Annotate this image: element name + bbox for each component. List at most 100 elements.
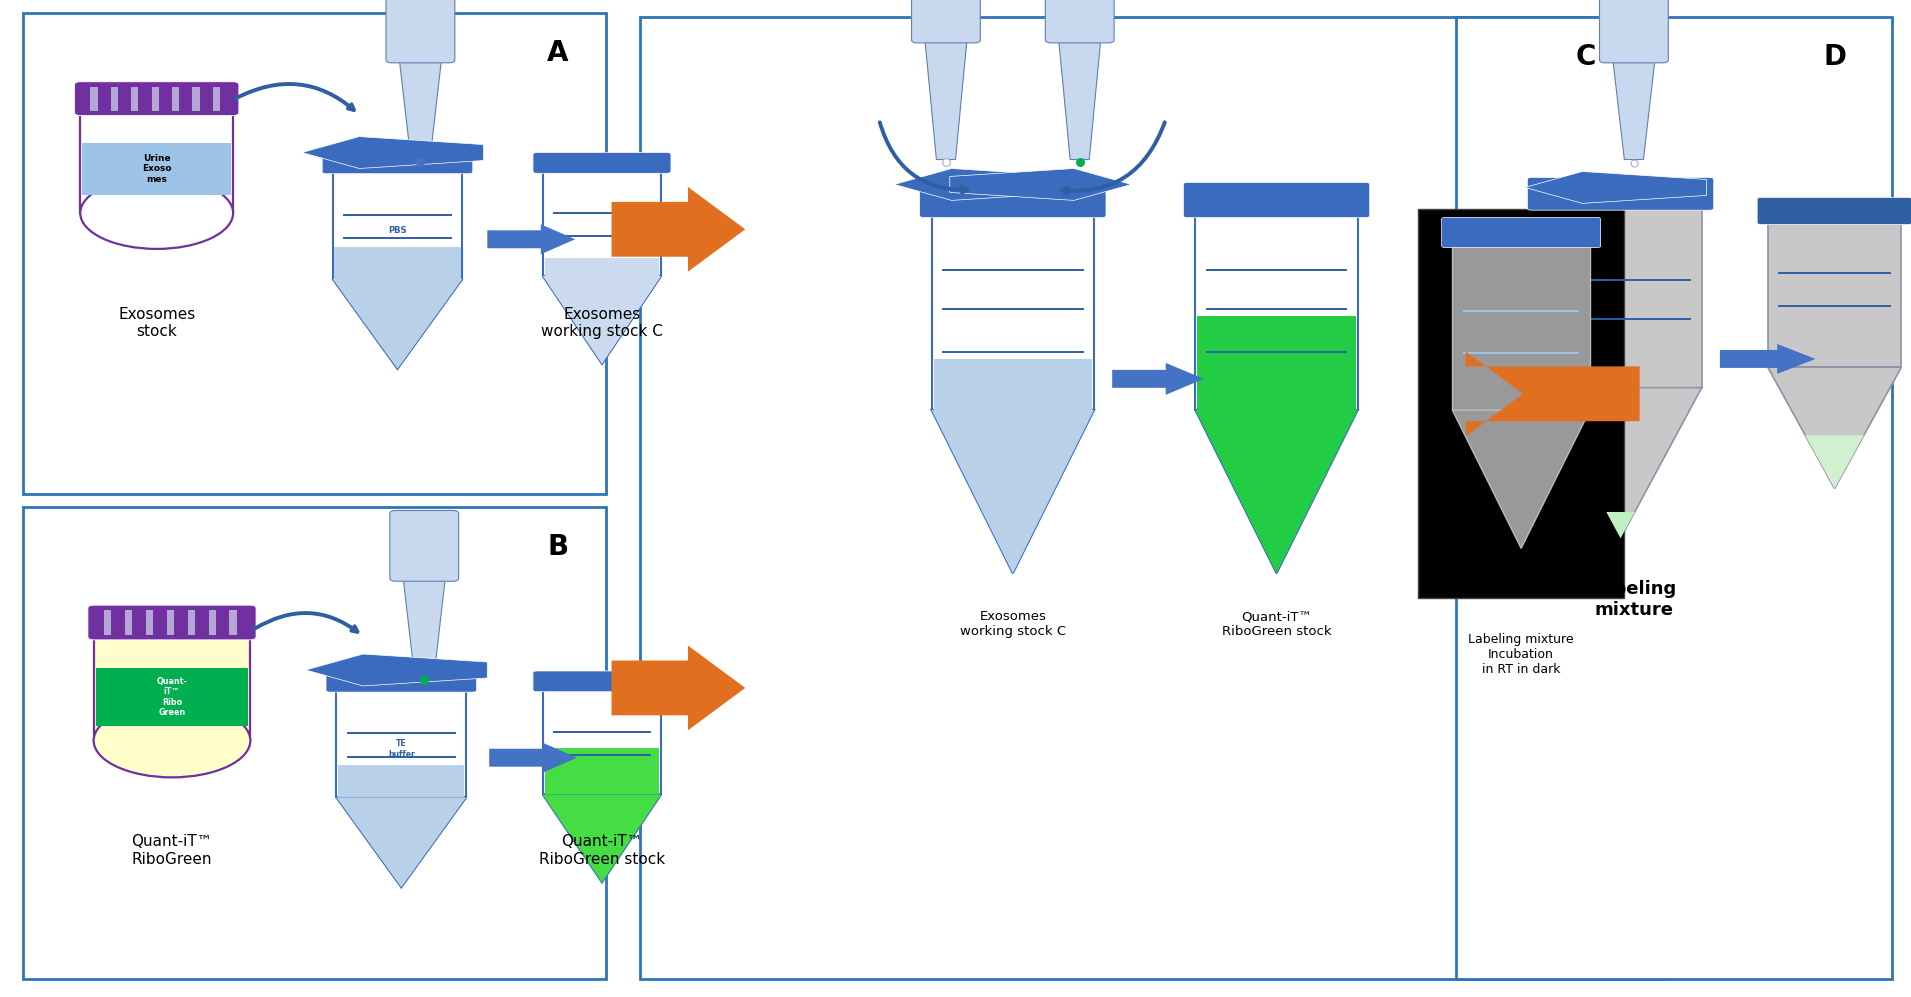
Text: Labeling mixture
Incubation
in RT in dark: Labeling mixture Incubation in RT in dar…	[1468, 633, 1575, 676]
Text: Quant-iT™
RiboGreen: Quant-iT™ RiboGreen	[132, 834, 212, 866]
Polygon shape	[1613, 60, 1655, 160]
Polygon shape	[925, 40, 967, 160]
Text: PBS: PBS	[388, 226, 407, 235]
Bar	[151, 87, 159, 111]
FancyBboxPatch shape	[336, 690, 466, 798]
FancyBboxPatch shape	[919, 182, 1106, 217]
Text: Quant-iT™
RiboGreen stock: Quant-iT™ RiboGreen stock	[1221, 610, 1332, 638]
Bar	[82, 143, 231, 195]
Bar	[545, 748, 659, 795]
Polygon shape	[1466, 352, 1640, 437]
FancyBboxPatch shape	[1540, 208, 1701, 388]
Polygon shape	[612, 646, 745, 730]
Text: Quant-
iT™
Ribo
Green: Quant- iT™ Ribo Green	[157, 677, 187, 717]
Polygon shape	[612, 187, 745, 272]
FancyBboxPatch shape	[533, 153, 671, 173]
Text: A: A	[547, 39, 569, 67]
Polygon shape	[1452, 410, 1590, 548]
Bar	[208, 610, 216, 635]
FancyBboxPatch shape	[23, 507, 606, 979]
Polygon shape	[333, 279, 462, 369]
FancyBboxPatch shape	[640, 17, 1663, 979]
Text: TE
buffer: TE buffer	[388, 740, 415, 759]
Bar	[96, 668, 248, 726]
Polygon shape	[403, 578, 445, 678]
Bar	[103, 610, 111, 635]
FancyBboxPatch shape	[323, 153, 472, 173]
Polygon shape	[950, 168, 1131, 200]
Text: Exosomes
stock: Exosomes stock	[118, 307, 195, 339]
Polygon shape	[306, 654, 487, 686]
Bar	[193, 87, 199, 111]
FancyBboxPatch shape	[333, 171, 462, 279]
FancyBboxPatch shape	[1600, 0, 1668, 63]
Polygon shape	[336, 798, 466, 887]
Polygon shape	[1112, 363, 1204, 395]
FancyBboxPatch shape	[88, 605, 256, 640]
Bar	[212, 87, 220, 111]
Text: B: B	[547, 533, 569, 561]
Bar	[545, 258, 659, 276]
Text: Exosomes
working stock C: Exosomes working stock C	[959, 610, 1066, 638]
Polygon shape	[1607, 512, 1634, 538]
Polygon shape	[1196, 410, 1357, 573]
Polygon shape	[399, 60, 441, 160]
FancyBboxPatch shape	[1758, 197, 1911, 224]
Polygon shape	[543, 795, 661, 882]
FancyBboxPatch shape	[1452, 245, 1590, 410]
Bar	[132, 87, 138, 111]
Polygon shape	[543, 276, 661, 364]
Polygon shape	[1525, 171, 1707, 203]
Polygon shape	[543, 795, 661, 882]
Polygon shape	[894, 168, 1076, 200]
FancyBboxPatch shape	[1527, 177, 1714, 210]
Bar	[166, 610, 174, 635]
FancyBboxPatch shape	[1768, 222, 1901, 367]
Polygon shape	[489, 743, 577, 773]
Bar	[1196, 316, 1355, 410]
Bar	[934, 359, 1091, 410]
Bar	[187, 610, 195, 635]
FancyBboxPatch shape	[386, 0, 455, 63]
FancyBboxPatch shape	[543, 171, 661, 276]
Bar	[1418, 209, 1624, 598]
FancyBboxPatch shape	[1196, 215, 1357, 410]
FancyBboxPatch shape	[912, 0, 980, 43]
FancyBboxPatch shape	[1456, 17, 1892, 979]
FancyBboxPatch shape	[390, 510, 459, 581]
Bar	[229, 610, 237, 635]
Polygon shape	[302, 137, 483, 168]
FancyBboxPatch shape	[1441, 217, 1601, 247]
Ellipse shape	[80, 177, 233, 249]
Text: C: C	[1577, 43, 1596, 71]
Polygon shape	[336, 798, 466, 887]
FancyBboxPatch shape	[933, 215, 1093, 410]
FancyBboxPatch shape	[94, 637, 250, 741]
Text: Quant-iT™
RiboGreen stock: Quant-iT™ RiboGreen stock	[539, 834, 665, 866]
Bar	[145, 610, 153, 635]
Polygon shape	[1806, 436, 1863, 489]
Text: Labeling
mixture: Labeling mixture	[1590, 580, 1678, 619]
Bar	[90, 87, 97, 111]
Polygon shape	[487, 224, 575, 254]
FancyBboxPatch shape	[543, 690, 661, 795]
Polygon shape	[1059, 40, 1101, 160]
Polygon shape	[933, 410, 1093, 573]
Polygon shape	[333, 279, 462, 369]
Ellipse shape	[94, 704, 250, 778]
FancyBboxPatch shape	[1045, 0, 1114, 43]
FancyBboxPatch shape	[533, 671, 671, 692]
Text: D: D	[1823, 43, 1846, 71]
Polygon shape	[1720, 344, 1815, 374]
FancyBboxPatch shape	[80, 113, 233, 213]
Bar	[111, 87, 118, 111]
FancyBboxPatch shape	[75, 82, 239, 116]
Bar	[124, 610, 132, 635]
Text: Urine
Exoso
mes: Urine Exoso mes	[141, 154, 172, 183]
Polygon shape	[1768, 367, 1901, 489]
Polygon shape	[933, 410, 1093, 573]
FancyBboxPatch shape	[23, 13, 606, 494]
Text: Exosomes
working stock C: Exosomes working stock C	[541, 307, 663, 339]
Bar	[334, 246, 461, 279]
Bar	[338, 765, 464, 798]
